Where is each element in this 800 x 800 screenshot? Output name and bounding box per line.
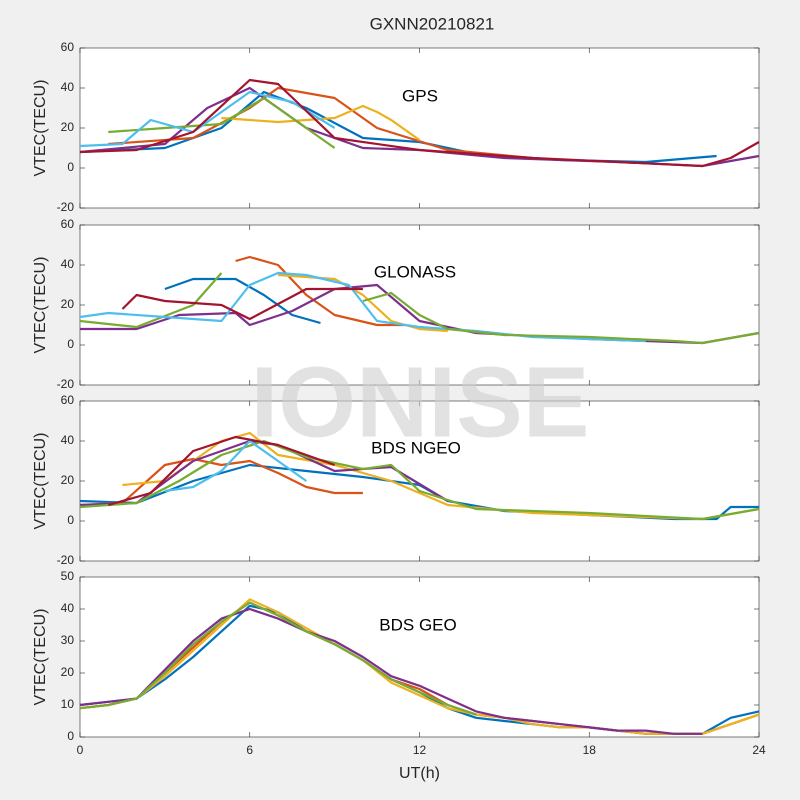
y-tick-label: 10 [61,697,75,711]
y-tick-label: 20 [61,665,75,679]
series-line [108,86,533,160]
y-tick-label: 30 [61,633,75,647]
series-line [79,601,477,716]
axes: -20 0 20 40 60 VTEC(TECU) GLONASS [32,217,760,391]
y-tick-label: 60 [61,217,75,231]
series-line [79,607,703,735]
annotation: BDS GEO [379,615,456,634]
series-line [362,291,760,345]
y-tick-label: 40 [61,433,75,447]
axes: -20 0 20 40 60 VTEC(TECU) GPS [32,40,760,214]
series-line [79,598,760,735]
x-axis-label: UT(h) [399,765,440,782]
figure-title: GXNN20210821 [370,14,495,33]
y-axis-label: VTEC(TECU) [32,433,49,530]
plot-area [79,47,760,209]
y-axis-label: VTEC(TECU) [32,609,49,706]
series-line [107,435,335,507]
y-axis-label: VTEC(TECU) [32,80,49,177]
y-axis-label: VTEC(TECU) [32,257,49,354]
series-line [79,78,760,168]
x-tick-label: 0 [77,743,84,757]
series-line [108,96,336,149]
series-line [164,439,307,493]
y-tick-label: 40 [61,601,75,615]
series-line [121,287,363,321]
y-tick-label: 50 [61,569,75,583]
series-line [79,439,760,521]
x-tick-label: 6 [246,743,253,757]
axes: -20 0 20 40 60 VTEC(TECU) BDS NGEO [32,393,760,567]
y-tick-label: 20 [61,297,75,311]
watermark: IONISE [251,346,590,458]
annotation: GPS [402,86,438,105]
y-tick-label: 40 [61,257,75,271]
x-tick-label: 18 [583,743,597,757]
y-tick-label: 0 [67,160,74,174]
series-line [221,104,421,141]
y-tick-label: -20 [57,553,75,567]
x-tick-label: 24 [752,743,766,757]
series-line [164,277,321,325]
annotation: GLONASS [374,262,456,281]
y-tick-label: 60 [61,40,75,54]
annotation: BDS NGEO [371,438,461,457]
axes: 0 10 20 30 40 50 0 6 12 18 24 VTEC(TECU) UT(h) BDS GE… [32,569,766,782]
y-tick-label: -20 [57,200,75,214]
y-tick-label: 0 [67,513,74,527]
x-tick-label: 12 [413,743,427,757]
y-tick-label: 0 [67,729,74,743]
series-line [235,255,406,327]
y-tick-label: 40 [61,80,75,94]
y-tick-label: 0 [67,337,74,351]
y-tick-label: 20 [61,473,75,487]
y-tick-label: 20 [61,120,75,134]
y-tick-label: 60 [61,393,75,407]
y-tick-label: -20 [57,377,75,391]
